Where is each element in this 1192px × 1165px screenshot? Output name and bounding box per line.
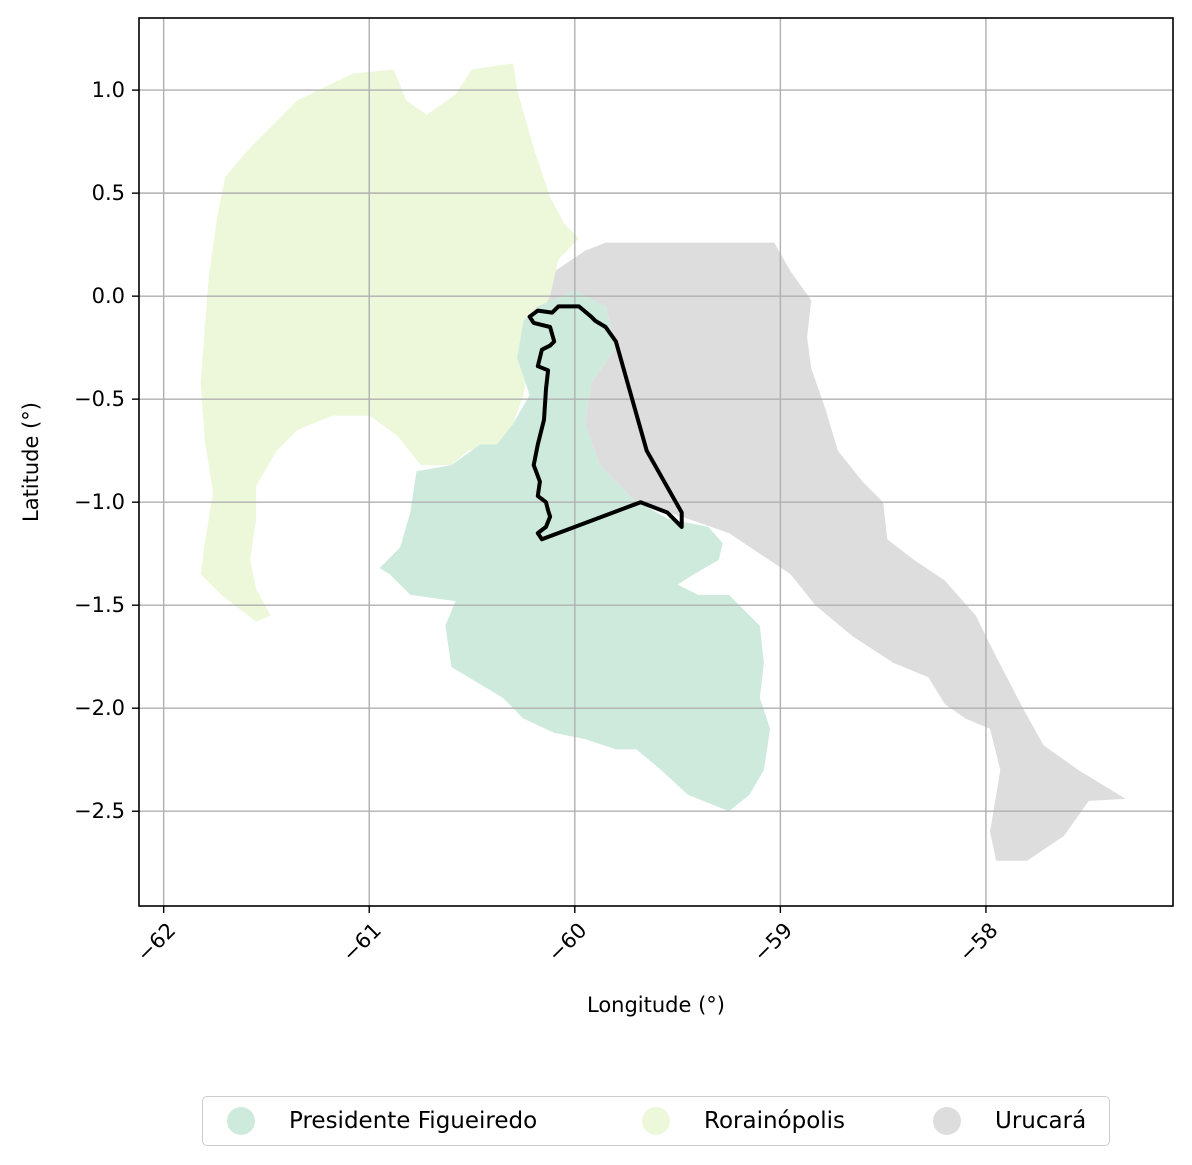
legend-item-rorainopolis: Rorainópolis [642,1097,845,1145]
legend: Presidente Figueiredo Rorainópolis Uruca… [202,1096,1110,1146]
region-urucara [544,242,1126,861]
y-tick-label: −2.5 [74,799,125,823]
y-tick-label: 0.0 [92,284,125,308]
x-tick-label: −60 [543,918,591,966]
axes-frame [138,17,1174,907]
x-tick-label: −62 [132,918,180,966]
study-area-outline [527,304,684,542]
y-axis-label: Latitude (°) [19,402,43,522]
y-tick-label: −1.5 [74,593,125,617]
y-tick-label: 1.0 [92,78,125,102]
y-tick-label: −1.0 [74,490,125,514]
region-layer [200,63,1126,861]
outline-layer [527,304,684,542]
region-rorainopolis [200,63,579,622]
legend-label: Urucará [995,1108,1087,1134]
legend-item-presidente-figueiredo: Presidente Figueiredo [227,1097,537,1145]
x-axis-label: Longitude (°) [587,993,725,1017]
y-axis-ticks: 1.0 0.5 0.0 −0.5 −1.0 −1.5 −2.0 −2.5 [74,78,139,823]
legend-label: Presidente Figueiredo [289,1108,538,1134]
x-axis-ticks: −62 −61 −60 −59 −58 [132,906,1003,966]
x-tick-label: −58 [954,918,1002,966]
map-figure: −62 −61 −60 −59 −58 1.0 0.5 0.0 −0.5 −1.0 −1.5 −2.… [19,17,1174,1017]
y-tick-label: 0.5 [92,181,125,205]
legend-swatch [933,1107,961,1135]
legend-label: Rorainópolis [704,1108,846,1134]
legend-swatch [642,1107,670,1135]
legend-swatch [227,1107,255,1135]
x-tick-label: −61 [338,918,386,966]
legend-item-urucara: Urucará [933,1097,1086,1145]
y-tick-label: −2.0 [74,696,125,720]
grid [139,18,1173,906]
x-tick-label: −59 [749,918,797,966]
y-tick-label: −0.5 [74,387,125,411]
